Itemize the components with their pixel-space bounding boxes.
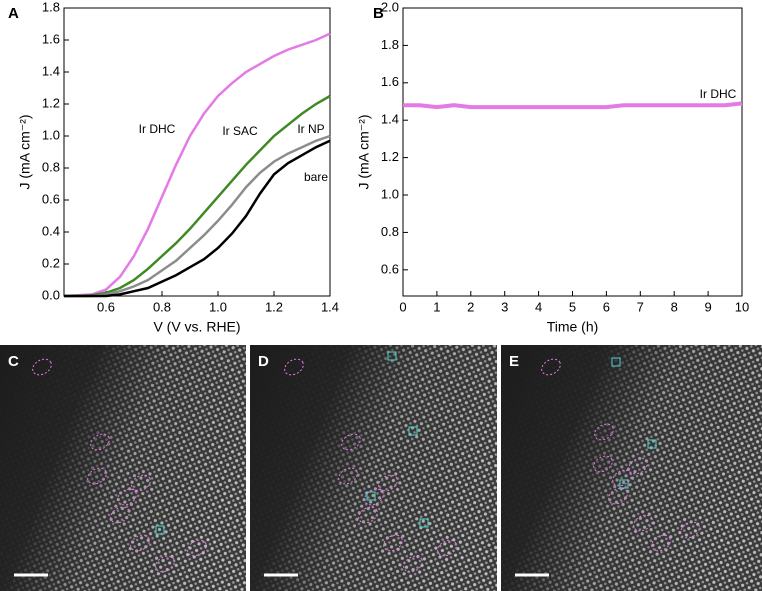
x-tick-label: 0.8 bbox=[153, 299, 171, 314]
atom-pair-marker bbox=[284, 358, 304, 376]
atom-pair-marker bbox=[651, 534, 671, 552]
single-atom-marker bbox=[366, 491, 376, 501]
y-tick-label: 1.4 bbox=[381, 112, 399, 127]
panel-label: C bbox=[8, 353, 19, 370]
y-tick-label: 0.8 bbox=[42, 159, 60, 174]
atom-pair-marker bbox=[130, 534, 150, 552]
y-tick-label: 1.2 bbox=[381, 149, 399, 164]
y-tick-label: 0.8 bbox=[381, 224, 399, 239]
atom-pair-marker bbox=[437, 539, 457, 557]
single-atom-marker bbox=[419, 518, 429, 528]
y-tick-label: 0.0 bbox=[42, 287, 60, 302]
x-axis-label: Time (h) bbox=[547, 319, 599, 335]
y-axis-label: J (mA cm⁻²) bbox=[17, 114, 33, 189]
atom-pair-marker bbox=[87, 467, 107, 485]
atom-pair-marker bbox=[403, 555, 423, 573]
data-line bbox=[63, 32, 331, 298]
y-tick-label: 2.0 bbox=[381, 0, 399, 14]
x-tick-label: 1.4 bbox=[321, 299, 339, 314]
atom-pair-marker bbox=[628, 457, 648, 475]
micrograph-shade bbox=[0, 345, 246, 591]
x-tick-label: 10 bbox=[735, 299, 749, 314]
x-tick-label: 7 bbox=[637, 299, 644, 314]
atom-pair-marker bbox=[155, 555, 175, 573]
panel-label: A bbox=[8, 5, 19, 22]
series-label: Ir DHC bbox=[700, 87, 737, 101]
atom-pair-marker bbox=[187, 539, 207, 557]
atom-pair-marker bbox=[608, 487, 628, 505]
series-label: Ir NP bbox=[297, 122, 324, 136]
single-atom-marker bbox=[387, 351, 397, 361]
y-tick-label: 0.6 bbox=[42, 191, 60, 206]
atom-pair-marker bbox=[680, 521, 700, 539]
single-atom-marker bbox=[619, 479, 629, 489]
micrograph-shade bbox=[250, 345, 497, 591]
y-tick-label: 1.6 bbox=[42, 31, 60, 46]
atom-pair-marker bbox=[131, 474, 151, 492]
x-tick-label: 4 bbox=[535, 299, 542, 314]
plot-frame bbox=[402, 7, 743, 297]
panel-label: E bbox=[509, 353, 519, 370]
atom-pair-marker bbox=[90, 433, 110, 451]
y-tick-label: 1.6 bbox=[381, 74, 399, 89]
data-line bbox=[64, 134, 331, 298]
data-line bbox=[403, 101, 743, 110]
x-tick-label: 0 bbox=[399, 299, 406, 314]
atom-pair-marker bbox=[593, 455, 613, 473]
y-tick-label: 1.2 bbox=[42, 95, 60, 110]
atom-pair-marker bbox=[341, 433, 361, 451]
x-tick-label: 9 bbox=[704, 299, 711, 314]
y-tick-label: 1.8 bbox=[42, 0, 60, 14]
single-atom-marker bbox=[647, 439, 657, 449]
x-tick-label: 5 bbox=[569, 299, 576, 314]
single-atom-marker bbox=[155, 525, 165, 535]
y-tick-label: 1.0 bbox=[42, 127, 60, 142]
panel-label: D bbox=[258, 353, 269, 370]
x-tick-label: 2 bbox=[467, 299, 474, 314]
series-label: bare bbox=[304, 170, 328, 184]
atom-pair-marker bbox=[358, 506, 378, 524]
atom-pair-marker bbox=[633, 514, 653, 532]
y-tick-label: 0.6 bbox=[381, 261, 399, 276]
atom-pair-marker bbox=[383, 534, 403, 552]
atom-pair-marker bbox=[541, 358, 561, 376]
y-axis-label: J (mA cm⁻²) bbox=[356, 114, 372, 189]
x-tick-label: 1.2 bbox=[265, 299, 283, 314]
series-label: Ir SAC bbox=[222, 124, 258, 138]
y-tick-label: 0.2 bbox=[42, 255, 60, 270]
atom-pair-marker bbox=[594, 423, 614, 441]
x-tick-label: 1 bbox=[433, 299, 440, 314]
y-tick-label: 1.8 bbox=[381, 37, 399, 52]
y-tick-label: 1.0 bbox=[381, 186, 399, 201]
series-label: Ir DHC bbox=[139, 122, 176, 136]
atom-pair-marker bbox=[364, 488, 384, 506]
atom-pair-marker bbox=[110, 506, 130, 524]
panel-label: B bbox=[373, 5, 384, 22]
plot-frame bbox=[63, 7, 331, 297]
x-axis-label: V (V vs. RHE) bbox=[153, 319, 240, 335]
x-tick-label: 6 bbox=[603, 299, 610, 314]
y-tick-label: 0.4 bbox=[42, 223, 60, 238]
data-line bbox=[64, 94, 331, 298]
atom-pair-marker bbox=[117, 488, 137, 506]
micrograph-shade bbox=[501, 345, 762, 591]
data-line bbox=[64, 139, 331, 298]
x-tick-label: 3 bbox=[501, 299, 508, 314]
x-tick-label: 8 bbox=[671, 299, 678, 314]
y-tick-label: 1.4 bbox=[42, 63, 60, 78]
atom-pair-marker bbox=[378, 474, 398, 492]
atom-pair-marker bbox=[32, 358, 52, 376]
x-tick-label: 1.0 bbox=[209, 299, 227, 314]
single-atom-marker bbox=[408, 426, 418, 436]
single-atom-marker bbox=[611, 357, 621, 367]
atom-pair-marker bbox=[338, 467, 358, 485]
x-tick-label: 0.6 bbox=[97, 299, 115, 314]
